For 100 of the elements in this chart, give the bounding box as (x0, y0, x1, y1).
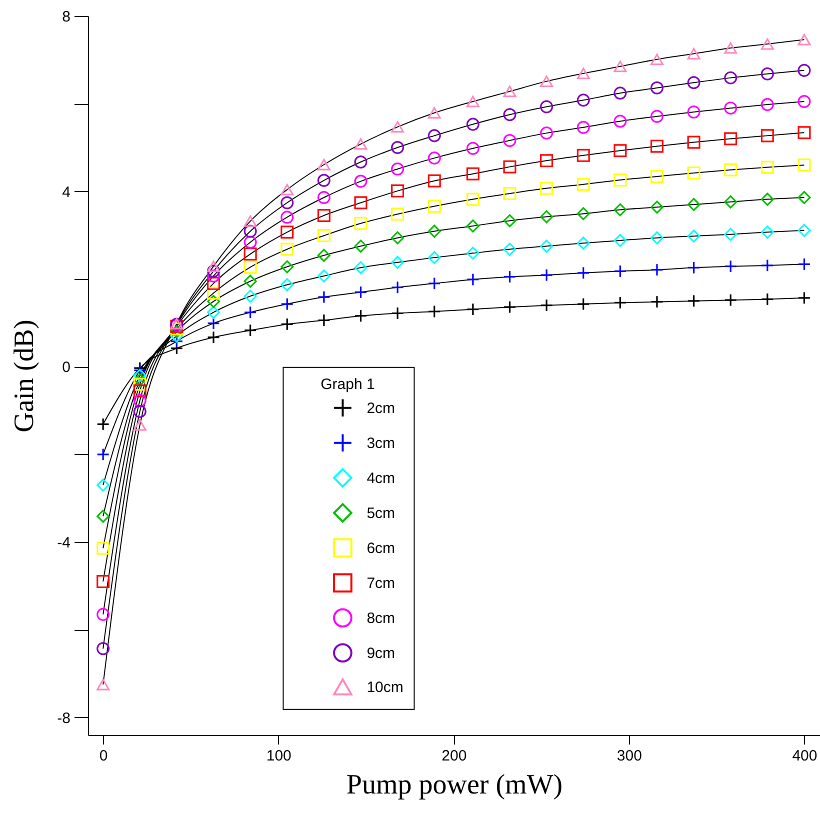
point (466, 96, 480, 108)
y-tick-label: 8 (62, 8, 70, 26)
point (96, 575, 110, 588)
point (540, 76, 554, 88)
x-tick-label: 0 (99, 748, 108, 764)
point (354, 156, 368, 168)
point (391, 184, 404, 198)
point (391, 162, 404, 176)
point (503, 134, 516, 147)
point (280, 318, 294, 331)
point (760, 226, 774, 239)
point (724, 132, 738, 146)
x-axis-title: Pump power (mW) (346, 770, 563, 800)
y-tick-label: -4 (57, 534, 70, 552)
point (687, 230, 700, 243)
point (317, 158, 330, 170)
point (428, 107, 441, 119)
point (280, 196, 294, 210)
point (244, 274, 257, 288)
point (614, 264, 627, 278)
point (466, 167, 480, 180)
point (133, 394, 146, 407)
point (317, 191, 330, 204)
point (798, 126, 811, 140)
point (391, 121, 404, 133)
point (391, 208, 404, 221)
point (354, 309, 368, 322)
point (503, 187, 516, 200)
point (354, 174, 368, 188)
point (317, 290, 330, 304)
point (354, 196, 368, 210)
point (798, 224, 811, 237)
point (466, 302, 480, 316)
point (687, 261, 700, 274)
point (466, 246, 480, 260)
point (96, 418, 110, 431)
legend-title: Graph 1 (320, 376, 375, 393)
point (687, 76, 700, 90)
legend-label: 6cm (366, 540, 396, 557)
point (96, 542, 110, 555)
point (687, 48, 700, 60)
point (133, 419, 146, 431)
point (317, 174, 330, 187)
point (503, 214, 516, 228)
point (391, 306, 404, 320)
point (354, 261, 368, 274)
point (133, 378, 146, 391)
point (391, 141, 404, 154)
point (354, 216, 368, 230)
point (428, 152, 441, 165)
point (724, 228, 738, 241)
point (280, 184, 294, 196)
point (540, 268, 554, 282)
point (650, 263, 664, 276)
point (428, 174, 441, 188)
point (96, 642, 110, 656)
point (207, 294, 220, 308)
y-tick-label: -8 (57, 710, 70, 727)
point (650, 231, 664, 244)
point (280, 278, 294, 292)
y-tick-label: 0 (62, 359, 70, 376)
point (280, 210, 294, 224)
point (540, 210, 554, 224)
point (207, 330, 220, 344)
point (354, 138, 368, 150)
point (724, 195, 738, 208)
legend-label: 7cm (366, 574, 396, 592)
point (354, 286, 368, 299)
y-tick-label: 4 (62, 184, 70, 201)
point (244, 324, 257, 337)
point (503, 160, 516, 174)
point (503, 300, 516, 314)
point (650, 170, 664, 183)
point (798, 191, 811, 204)
legend-label: 10cm (366, 678, 404, 696)
point (576, 178, 590, 191)
point (391, 280, 404, 294)
point (207, 316, 220, 330)
point (280, 242, 294, 256)
point (503, 270, 516, 284)
point (428, 200, 441, 213)
point (428, 251, 441, 264)
point (614, 86, 627, 100)
point (244, 248, 257, 261)
point (614, 173, 627, 186)
point (760, 258, 774, 272)
point (317, 269, 330, 282)
point (96, 510, 110, 523)
point (576, 236, 590, 250)
point (317, 248, 330, 262)
point (503, 242, 516, 256)
point (724, 42, 738, 54)
point (96, 678, 110, 690)
point (466, 118, 480, 131)
point (798, 258, 811, 271)
point (133, 384, 146, 398)
point (244, 260, 257, 274)
point (207, 264, 220, 278)
point (760, 98, 774, 112)
legend-label: 4cm (366, 470, 396, 487)
